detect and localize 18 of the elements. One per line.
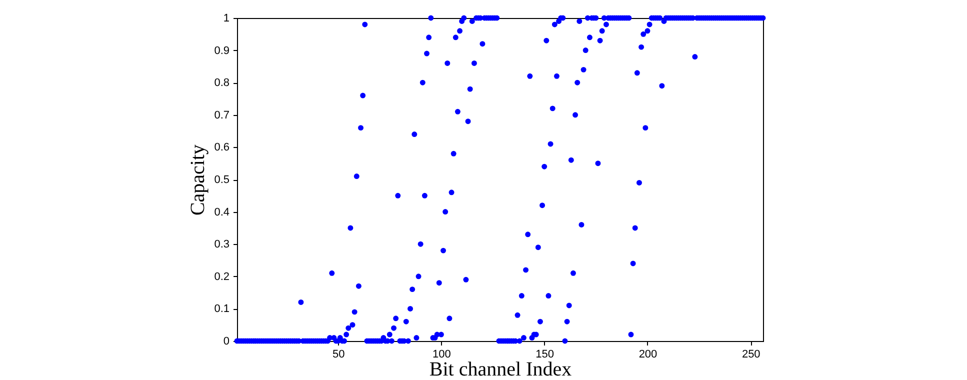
y-tick-label: 0.8 [214, 77, 230, 90]
x-tick-label: 200 [638, 348, 658, 360]
y-tick-label: 0.9 [214, 44, 230, 57]
y-axis-title: Capacity [187, 144, 210, 216]
x-tick-label: 100 [432, 348, 451, 360]
x-tick-label: 150 [536, 348, 554, 360]
y-tick-label: 1 [223, 12, 230, 24]
x-axis-title: Bit channel Index [429, 358, 572, 380]
x-tick-label: 50 [332, 348, 345, 360]
y-tick-label: 0.3 [214, 238, 230, 251]
y-tick-label: 0.4 [214, 206, 230, 218]
y-tick-label: 0.6 [214, 142, 230, 154]
x-tick-label: 250 [742, 348, 760, 360]
y-tick-label: 0.7 [214, 109, 230, 122]
y-tick-label: 0 [223, 336, 230, 348]
y-tick-label: 0.1 [214, 303, 230, 316]
y-tick-label: 0.5 [214, 174, 230, 186]
y-tick-label: 0.2 [214, 270, 230, 283]
